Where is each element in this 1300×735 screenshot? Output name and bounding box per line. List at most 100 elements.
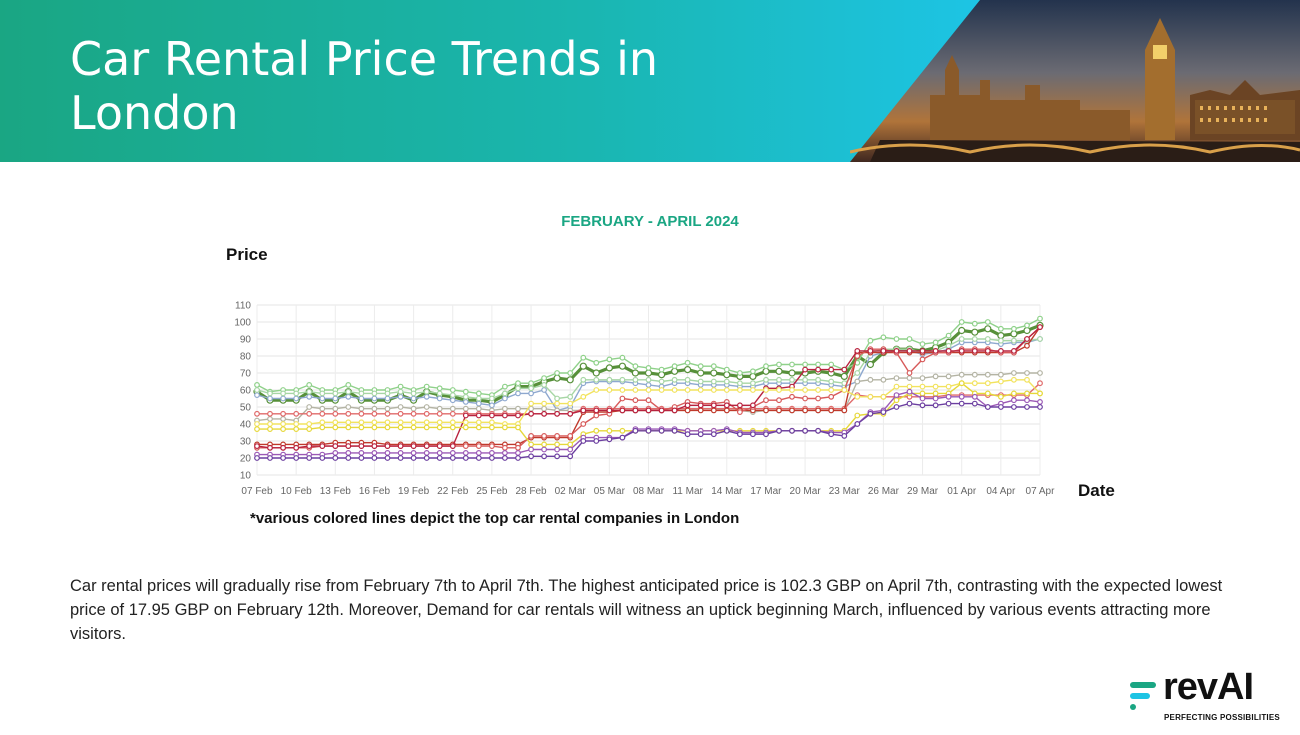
data-point [750, 380, 756, 387]
data-point [750, 431, 756, 438]
data-point [605, 364, 613, 372]
data-point [737, 409, 743, 415]
x-tick-label: 05 Mar [594, 486, 626, 497]
y-tick-label: 20 [240, 454, 252, 465]
data-point [697, 363, 704, 370]
data-point [371, 443, 378, 450]
data-point [919, 356, 926, 363]
data-point [1024, 322, 1030, 329]
x-tick-label: 07 Feb [241, 486, 273, 497]
data-point [345, 419, 352, 426]
data-point [449, 410, 456, 417]
data-point [971, 348, 978, 354]
data-point [254, 410, 260, 417]
y-tick-label: 30 [240, 437, 252, 448]
data-point [384, 395, 391, 402]
data-point [436, 410, 443, 417]
data-point [710, 378, 717, 385]
y-axis-label: Price [226, 245, 268, 264]
logo-mark-icon [1130, 682, 1156, 710]
data-point [384, 390, 391, 397]
data-point [423, 393, 430, 400]
data-point [579, 362, 587, 370]
data-point [984, 325, 992, 333]
data-point [332, 449, 339, 456]
data-point [776, 361, 782, 368]
data-point [750, 387, 756, 393]
data-point [1011, 376, 1017, 383]
data-point [436, 395, 443, 402]
data-point [345, 443, 352, 450]
data-point [515, 444, 521, 451]
data-point [984, 404, 991, 410]
data-point [580, 407, 587, 414]
data-point [958, 326, 966, 335]
data-point [554, 441, 561, 448]
data-point [528, 380, 535, 387]
data-point [632, 387, 639, 393]
data-point [998, 337, 1004, 344]
data-point [906, 336, 913, 342]
data-point [710, 407, 717, 414]
data-point [371, 390, 378, 397]
data-point [1024, 336, 1030, 342]
data-point [254, 392, 260, 398]
data-point [280, 444, 286, 451]
data-point [267, 421, 273, 427]
data-point [893, 397, 900, 404]
data-point [749, 372, 757, 381]
data-point [449, 449, 456, 456]
data-point [1011, 348, 1017, 354]
data-point [371, 410, 378, 417]
data-point [436, 385, 443, 392]
data-point [280, 455, 286, 461]
data-point [684, 376, 691, 383]
data-point [606, 436, 613, 443]
data-point [998, 325, 1004, 332]
data-point [449, 392, 456, 398]
data-point [436, 424, 443, 431]
data-point [567, 432, 574, 439]
data-point [397, 443, 404, 450]
data-point [502, 455, 508, 461]
data-point [502, 444, 508, 451]
data-point [410, 424, 417, 431]
data-point [854, 370, 861, 376]
data-point [502, 395, 508, 402]
data-point [502, 383, 508, 390]
data-point [854, 348, 861, 354]
data-point [619, 434, 626, 441]
data-point [737, 370, 743, 376]
data-point [397, 424, 404, 431]
data-point [710, 387, 717, 393]
data-point [436, 390, 443, 397]
data-point [841, 407, 848, 414]
data-point [502, 449, 508, 456]
data-point [515, 449, 521, 456]
data-point [945, 342, 952, 349]
x-tick-label: 17 Mar [750, 486, 782, 497]
data-point [593, 407, 600, 414]
data-point [815, 366, 821, 373]
data-point [671, 363, 678, 370]
price-line-chart: 10 20 30 40 50 60 70 80 90 100 110 07 Feb 10 Feb 13 … [234, 301, 1055, 498]
y-tick-label: 110 [235, 301, 251, 312]
data-point [502, 424, 508, 431]
data-point [371, 455, 378, 461]
y-tick-label: 40 [240, 420, 252, 431]
data-point [802, 361, 808, 368]
data-point [671, 367, 679, 375]
data-point [671, 376, 678, 383]
data-point [841, 366, 848, 373]
data-point [958, 336, 965, 342]
data-point [384, 424, 391, 431]
data-point [789, 376, 795, 383]
data-point [880, 393, 887, 400]
data-point [593, 376, 600, 383]
data-point [423, 404, 430, 410]
data-point [815, 387, 821, 393]
data-point [423, 455, 430, 461]
data-point [658, 387, 665, 393]
y-tick-label: 90 [240, 335, 252, 346]
data-point [867, 348, 874, 354]
